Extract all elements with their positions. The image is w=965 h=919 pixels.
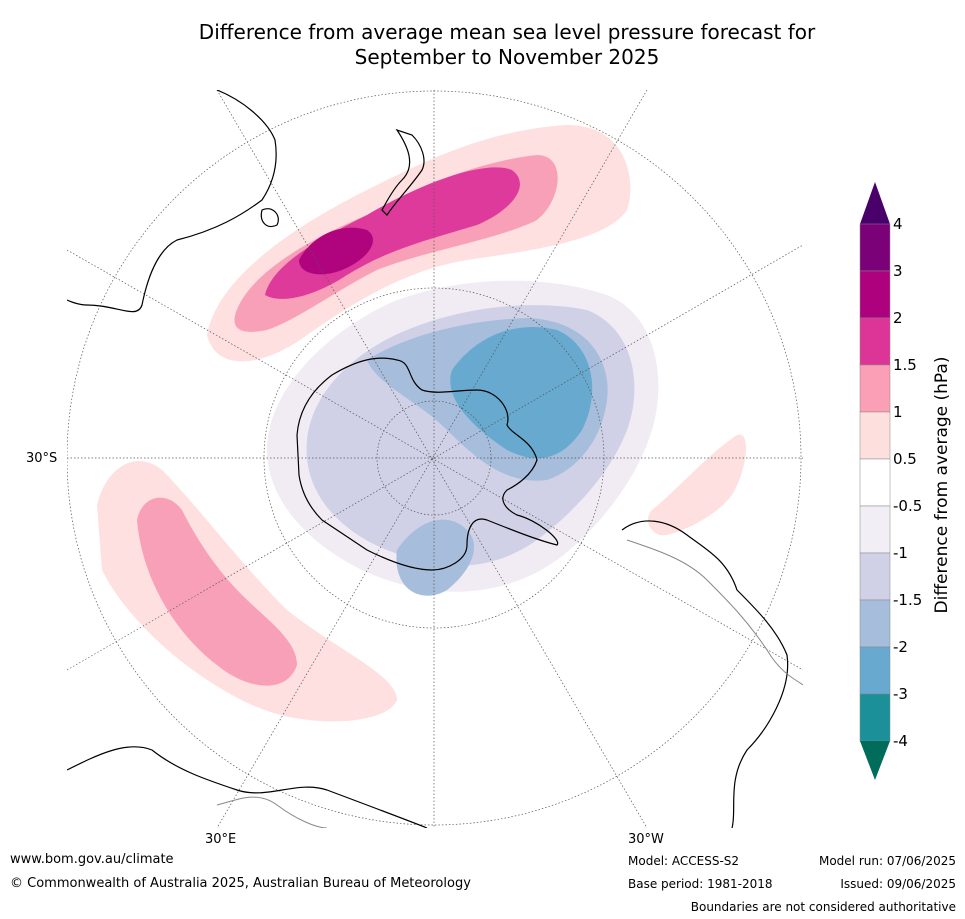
colorbar-over-arrow (860, 182, 890, 224)
label-30w: 30°W (628, 832, 664, 847)
colorbar-tick-label: -3 (893, 685, 908, 703)
footer-issued: Issued: 09/06/2025 (840, 877, 956, 891)
label-30s: 30°S (26, 451, 58, 466)
footer-copyright: © Commonwealth of Australia 2025, Austra… (10, 876, 471, 891)
colorbar-band (859, 364, 891, 413)
footer-base-period: Base period: 1981-2018 (628, 877, 773, 891)
borders (216, 539, 803, 828)
footer-model: Model: ACCESS-S2 (628, 854, 740, 868)
colorbar-tick-label: -1.5 (893, 591, 923, 609)
title-line-1: Difference from average mean sea level p… (198, 20, 816, 44)
africa-coast (67, 746, 428, 828)
colorbar-band (859, 411, 891, 460)
colorbar-tick-label: 1 (893, 403, 903, 421)
colorbar-tick-label: -1 (893, 544, 908, 562)
colorbar-tick-label: 2 (893, 309, 903, 327)
south-america-borders (626, 539, 803, 686)
colorbar-tick-label: 4 (893, 215, 903, 233)
colorbar-band (859, 646, 891, 695)
colorbar-band (859, 505, 891, 554)
polar-map (67, 90, 803, 828)
colorbar-title: Difference from average (hPa) (932, 356, 952, 614)
colorbar (859, 182, 891, 780)
anomaly-negative-2-antarctic (450, 326, 593, 459)
colorbar-tick-label: 0.5 (893, 450, 917, 468)
australia-coast (67, 90, 277, 313)
south-america-coast (621, 520, 789, 828)
anomaly-positive-0-5-atlantic (647, 434, 747, 536)
colorbar-tick-label: -2 (893, 638, 908, 656)
colorbar-band (859, 693, 891, 742)
coastlines (67, 90, 789, 828)
colorbar-band (859, 270, 891, 319)
colorbar-tick-label: 3 (893, 262, 903, 280)
colorbar-band (859, 223, 891, 272)
footer-website: www.bom.gov.au/climate (10, 852, 174, 867)
anomaly-negative-1-5-weddell (396, 519, 475, 596)
footer-model-run: Model run: 07/06/2025 (818, 854, 956, 868)
colorbar-tick-label: -4 (893, 732, 908, 750)
tasmania-coast (260, 208, 279, 228)
colorbar-band (859, 599, 891, 648)
colorbar-tick-label: -0.5 (893, 497, 923, 515)
footer-boundaries: Boundaries are not considered authoritat… (690, 900, 956, 914)
chart-title: Difference from average mean sea level p… (0, 20, 965, 70)
africa-borders (216, 796, 328, 828)
new-zealand-coast (381, 128, 425, 216)
graticule (67, 90, 803, 828)
colorbar-band (859, 552, 891, 601)
anomaly-positive-1-indian (137, 497, 297, 686)
title-line-2: September to November 2025 (354, 45, 660, 69)
label-30e: 30°E (205, 832, 237, 847)
colorbar-tick-label: 1.5 (893, 356, 917, 374)
antarctica-coast (296, 357, 559, 571)
colorbar-under-arrow (860, 741, 890, 780)
colorbar-band (859, 317, 891, 366)
colorbar-band (859, 458, 891, 507)
